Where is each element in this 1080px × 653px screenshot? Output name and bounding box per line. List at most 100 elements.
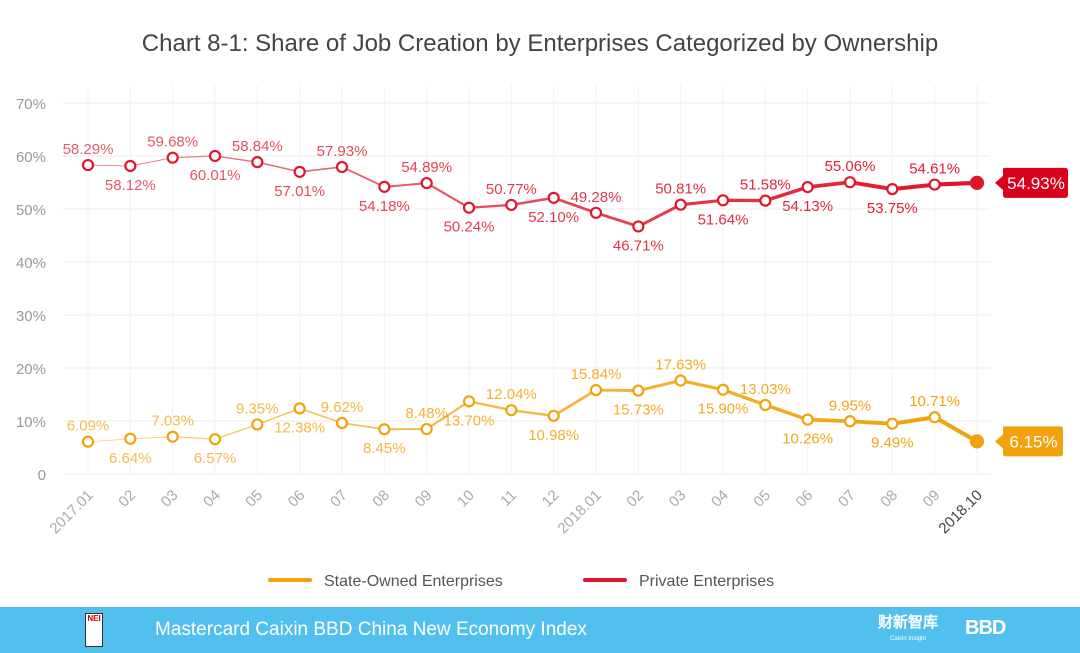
data-point xyxy=(208,149,222,163)
series-segment xyxy=(805,180,852,189)
data-point xyxy=(293,165,306,178)
data-point xyxy=(589,206,603,219)
callout-badge xyxy=(995,167,1068,198)
callout-badge xyxy=(995,426,1063,457)
x-tick-label: 07 xyxy=(327,487,351,511)
data-label: 60.01% xyxy=(190,167,241,184)
series-segment xyxy=(510,408,555,418)
data-label: 13.70% xyxy=(444,412,495,429)
series-segment xyxy=(341,166,386,188)
bbd-logo: BBD xyxy=(965,617,1006,639)
data-label: 51.64% xyxy=(698,211,749,228)
series-segment xyxy=(172,155,216,159)
data-point xyxy=(378,180,391,193)
data-label: 50.24% xyxy=(444,219,495,236)
data-point xyxy=(81,435,95,448)
x-tick-label: 04 xyxy=(200,487,224,511)
data-point xyxy=(462,201,476,214)
data-label: 12.04% xyxy=(486,386,537,403)
series-segment xyxy=(763,185,810,203)
data-label: 8.48% xyxy=(405,405,448,422)
data-point xyxy=(124,432,137,445)
series-segment xyxy=(298,407,343,424)
x-tick-label: 05 xyxy=(242,487,266,511)
series-segment xyxy=(256,407,301,426)
data-point xyxy=(801,181,814,194)
x-tick-label: 2018.01 xyxy=(554,487,604,537)
data-label: 50.81% xyxy=(655,181,706,198)
data-label: 9.62% xyxy=(321,399,364,416)
series-segment xyxy=(341,422,386,431)
series-segment xyxy=(467,203,513,209)
data-point xyxy=(969,434,985,449)
data-label: 10.71% xyxy=(909,393,960,410)
x-tick-label: 03 xyxy=(158,487,182,511)
data-label: 13.03% xyxy=(740,381,791,398)
data-label: 57.01% xyxy=(274,183,325,200)
data-label: 55.06% xyxy=(825,158,876,175)
data-point xyxy=(886,183,899,196)
series-segment xyxy=(890,415,937,426)
footer-text: Mastercard Caixin BBD China New Economy … xyxy=(155,619,587,640)
data-point xyxy=(589,383,603,397)
data-label: 9.49% xyxy=(871,435,914,452)
data-point xyxy=(886,417,899,430)
data-label: 15.84% xyxy=(571,366,622,383)
series-segment xyxy=(679,198,725,207)
data-label: 57.93% xyxy=(317,143,368,160)
data-point xyxy=(801,413,814,426)
data-point xyxy=(505,198,518,212)
data-label: 6.57% xyxy=(194,450,237,467)
data-label: 49.28% xyxy=(571,189,622,206)
data-label: 50.77% xyxy=(486,181,537,198)
x-tick-label: 2018.10 xyxy=(935,487,985,537)
data-point xyxy=(251,156,264,169)
x-tick-label: 12 xyxy=(539,487,563,511)
x-tick-label: 09 xyxy=(920,487,944,511)
nei-logo: NEI xyxy=(85,613,103,647)
x-tick-label: 09 xyxy=(412,487,436,511)
x-tick-label: 02 xyxy=(115,487,139,511)
data-label: 54.18% xyxy=(359,198,410,215)
series-segment xyxy=(636,203,683,228)
data-point xyxy=(166,430,179,443)
x-tick-label: 2017.01 xyxy=(46,487,96,537)
data-point xyxy=(462,395,476,408)
series-segment xyxy=(172,436,216,440)
series-segment xyxy=(298,166,343,173)
y-tick-label: 40% xyxy=(16,255,46,272)
data-point xyxy=(674,198,687,211)
data-point xyxy=(547,191,560,204)
data-label: 17.63% xyxy=(655,357,706,374)
data-label: 58.12% xyxy=(105,177,156,194)
data-label: 10.26% xyxy=(782,431,833,448)
y-tick-label: 0 xyxy=(38,467,46,484)
x-tick-label: 05 xyxy=(750,487,774,511)
y-tick-label: 60% xyxy=(16,149,46,166)
y-tick-label: 20% xyxy=(16,361,46,378)
data-label: 7.03% xyxy=(151,413,194,430)
x-tick-label: 02 xyxy=(623,487,647,511)
data-point xyxy=(674,374,687,387)
data-label: 52.10% xyxy=(528,209,579,226)
data-label: 15.73% xyxy=(613,402,664,419)
data-point xyxy=(293,402,306,415)
series-segment xyxy=(679,378,725,392)
data-point xyxy=(969,175,985,190)
series-segment xyxy=(721,388,768,407)
series-segment xyxy=(848,419,895,426)
data-label: 58.29% xyxy=(63,141,114,158)
y-tick-label: 10% xyxy=(16,414,46,431)
y-tick-label: 30% xyxy=(16,308,46,325)
series-segment xyxy=(383,182,428,188)
series-segment xyxy=(594,388,640,393)
data-label: 9.95% xyxy=(829,397,872,414)
data-point xyxy=(251,418,264,431)
data-label: 53.75% xyxy=(867,200,918,217)
data-label: 6.09% xyxy=(67,418,110,435)
series-segment xyxy=(214,155,258,163)
legend-label: State-Owned Enterprises xyxy=(324,573,503,590)
x-tick-label: 03 xyxy=(666,487,690,511)
series-segment xyxy=(763,403,810,422)
data-label: 6.64% xyxy=(109,450,152,467)
